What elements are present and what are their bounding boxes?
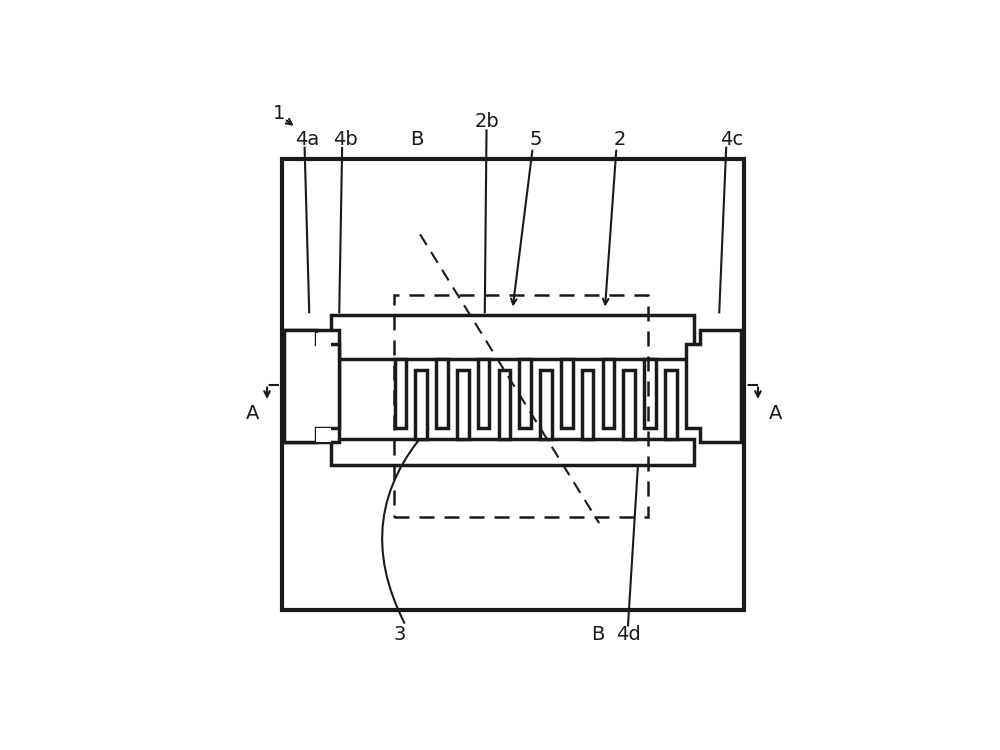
Bar bbox=[665, 370, 677, 440]
Bar bbox=[603, 358, 614, 428]
Bar bbox=[316, 332, 331, 347]
Text: A: A bbox=[246, 404, 259, 423]
Text: 1: 1 bbox=[272, 104, 285, 122]
Text: 2: 2 bbox=[613, 130, 626, 149]
Bar bbox=[519, 358, 531, 428]
Bar bbox=[623, 370, 635, 440]
Text: 4d: 4d bbox=[616, 625, 640, 644]
Bar bbox=[478, 358, 489, 428]
Bar bbox=[582, 370, 593, 440]
Text: 3: 3 bbox=[394, 625, 406, 644]
Polygon shape bbox=[686, 330, 741, 442]
Polygon shape bbox=[284, 330, 339, 442]
Bar bbox=[457, 370, 469, 440]
Text: 4a: 4a bbox=[295, 130, 320, 149]
Text: 4c: 4c bbox=[720, 130, 744, 149]
Bar bbox=[561, 358, 573, 428]
Bar bbox=[316, 427, 331, 442]
Bar bbox=[499, 370, 510, 440]
Bar bbox=[394, 295, 648, 518]
Bar bbox=[282, 159, 744, 610]
Text: B: B bbox=[591, 625, 605, 644]
Text: 4b: 4b bbox=[333, 130, 357, 149]
Bar bbox=[436, 358, 448, 428]
Text: 2b: 2b bbox=[474, 112, 499, 131]
Bar bbox=[331, 440, 694, 465]
Text: 5: 5 bbox=[529, 130, 542, 149]
Bar bbox=[540, 370, 552, 440]
Text: A: A bbox=[769, 404, 782, 423]
Bar bbox=[331, 315, 694, 358]
Bar bbox=[284, 330, 339, 442]
Bar bbox=[644, 358, 656, 428]
Bar bbox=[415, 370, 427, 440]
Bar bbox=[395, 358, 406, 428]
Text: B: B bbox=[411, 130, 424, 149]
